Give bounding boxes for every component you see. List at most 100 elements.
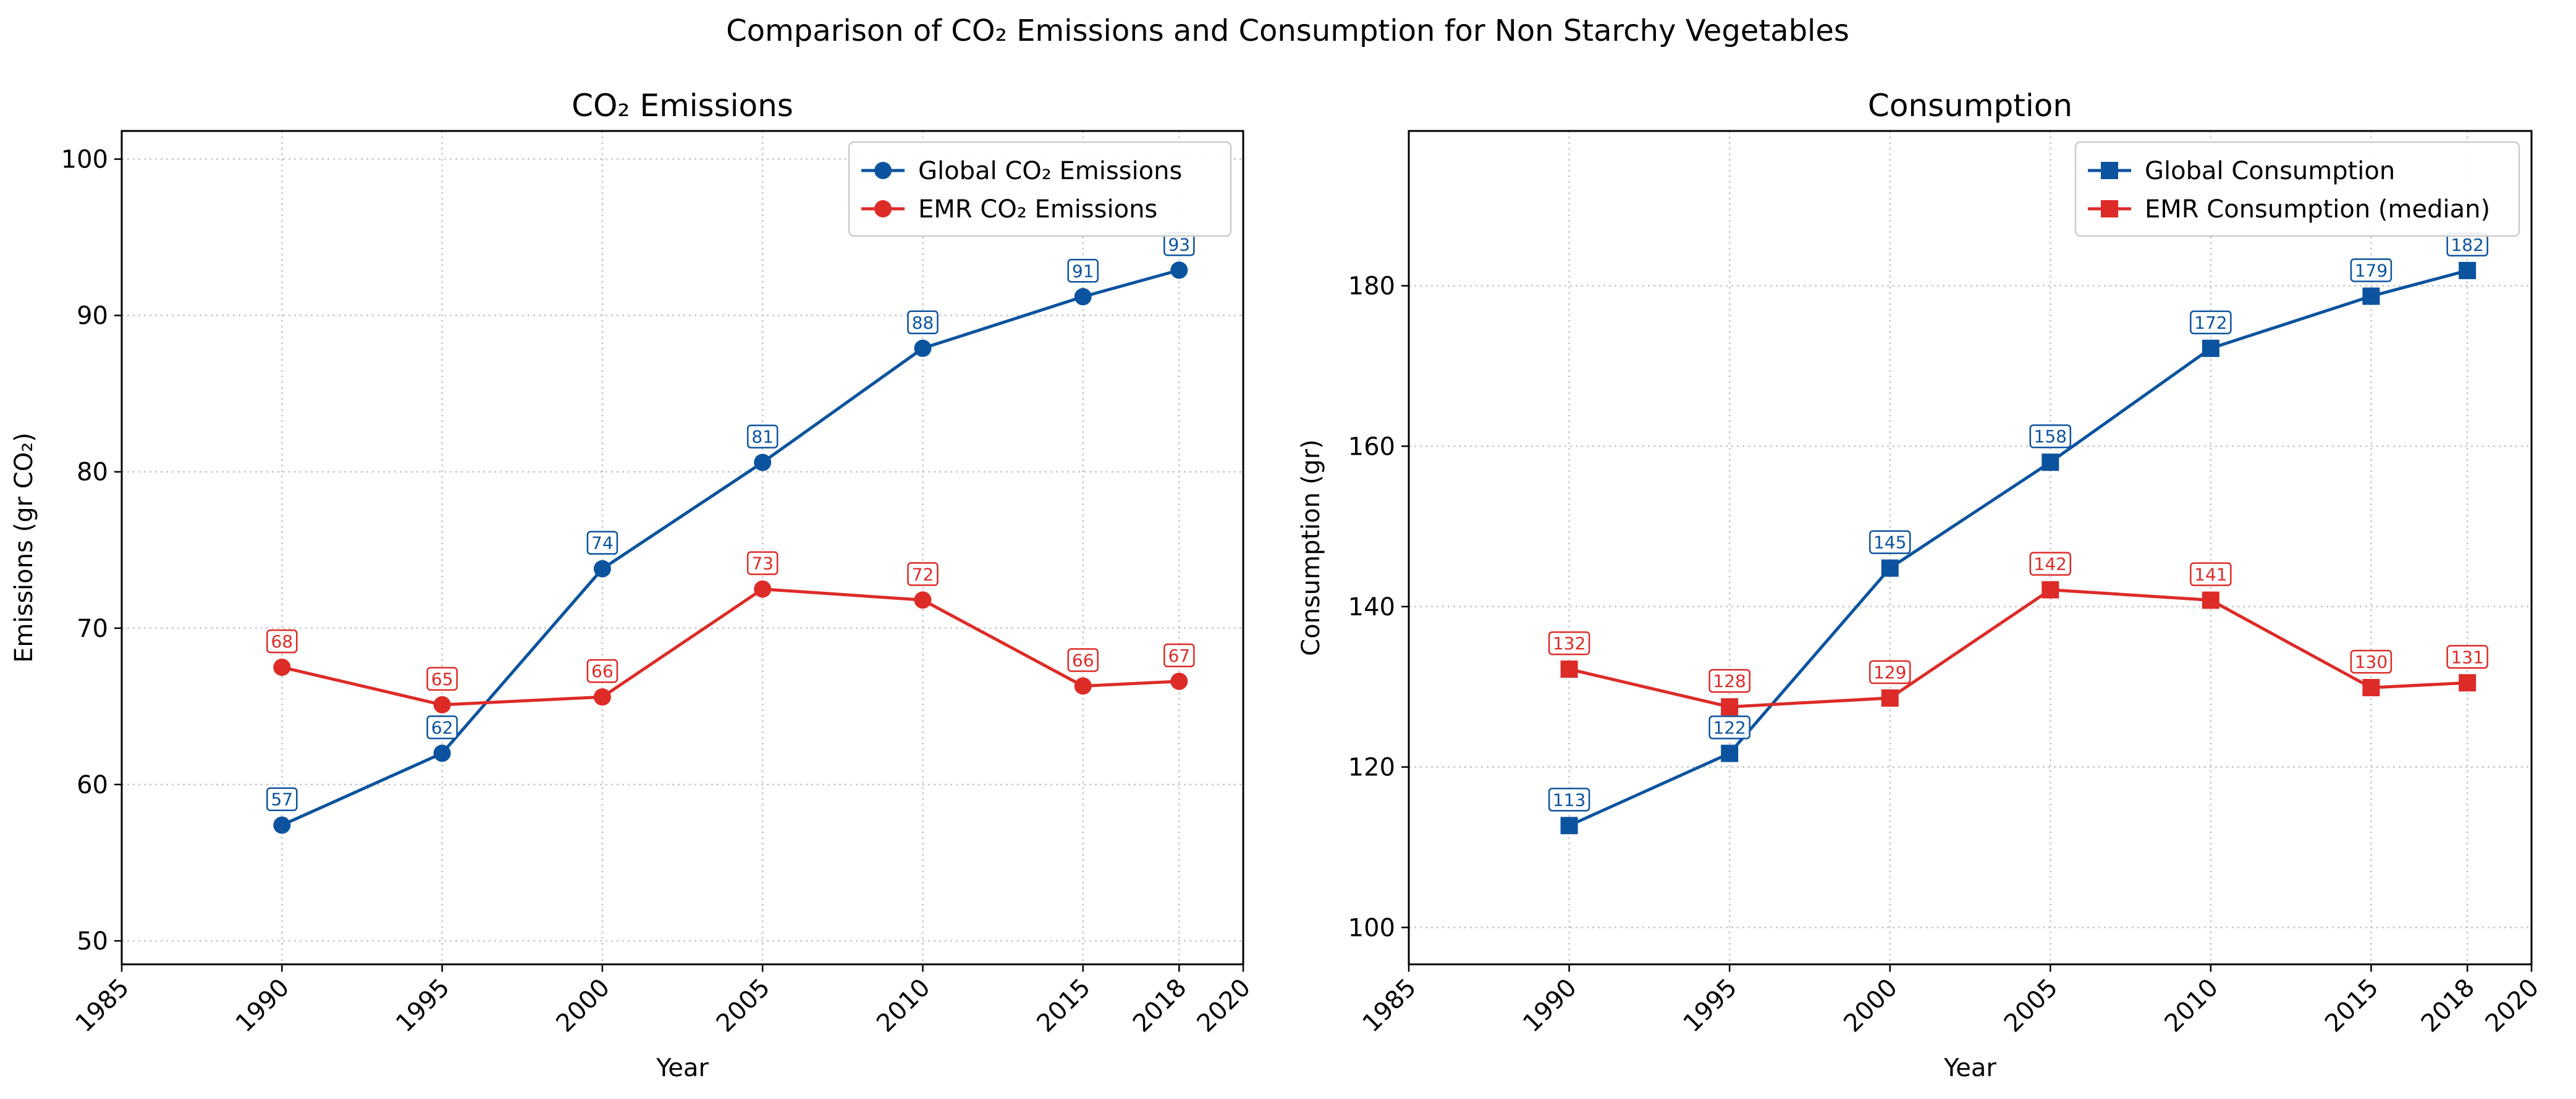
data-label: 113 — [1553, 790, 1586, 810]
x-tick-label: 2020 — [2480, 974, 2545, 1038]
x-tick-label: 2000 — [551, 974, 615, 1038]
data-point — [2202, 591, 2219, 609]
data-point — [1074, 677, 1092, 695]
data-point — [754, 453, 772, 471]
data-label-box — [2446, 645, 2488, 669]
data-label: 74 — [591, 533, 614, 554]
data-label: 129 — [1873, 662, 1906, 683]
data-label-box — [426, 715, 458, 739]
data-label: 142 — [2034, 554, 2067, 575]
data-label: 132 — [1553, 633, 1586, 654]
data-label-box — [1548, 788, 1590, 812]
y-tick-label: 160 — [1348, 432, 1395, 461]
data-label-box — [746, 551, 779, 575]
series-line — [281, 268, 1180, 827]
data-point — [593, 688, 611, 706]
data-label-box — [2190, 562, 2232, 586]
data-point — [2459, 261, 2477, 279]
legend-label: EMR Consumption (median) — [2145, 195, 2490, 224]
data-point — [433, 696, 451, 714]
data-label-box — [2029, 424, 2072, 448]
axes-frame — [1408, 130, 2533, 966]
emissions-panel: 57 62 74 81 88 91 93 68 65 66 73 72 66 67 1985 1990 1995… — [10, 88, 1256, 1082]
legend: Global Consumption EMR Consumption (media… — [2074, 141, 2520, 237]
data-label: 141 — [2194, 565, 2227, 585]
data-point — [2202, 339, 2219, 357]
y-tick-label: 80 — [77, 458, 108, 487]
legend-item: EMR Consumption (median) — [2088, 195, 2490, 224]
series-line — [1568, 269, 2468, 827]
data-label-box — [266, 629, 298, 654]
legend-label: Global Consumption — [2145, 157, 2395, 185]
data-point — [2042, 453, 2059, 471]
data-label: 172 — [2194, 313, 2227, 333]
data-label-box — [1869, 660, 1911, 684]
data-label: 131 — [2451, 647, 2483, 667]
legend: Global CO₂ Emissions EMR CO₂ Emissions — [848, 141, 1232, 237]
data-label: 65 — [431, 669, 454, 689]
data-label: 73 — [751, 554, 774, 574]
data-point — [2042, 581, 2059, 599]
x-tick-label: 1985 — [70, 974, 135, 1038]
grid — [120, 131, 1244, 964]
data-label: 57 — [271, 790, 293, 810]
data-label: 93 — [1168, 234, 1190, 255]
data-label-box — [1869, 530, 1911, 554]
data-label-box — [1067, 259, 1099, 283]
series-line — [281, 587, 1180, 707]
series-1 — [273, 580, 1188, 714]
data-point — [593, 560, 611, 578]
x-axis-label: Year — [1943, 1054, 1996, 1082]
data-point — [1074, 288, 1092, 306]
legend-marker — [2101, 200, 2118, 217]
data-label: 88 — [912, 313, 934, 333]
data-label-box — [586, 659, 619, 683]
data-label-box — [1708, 715, 1750, 739]
data-point — [1881, 689, 1899, 707]
data-label: 66 — [1072, 650, 1094, 670]
legend-frame — [848, 141, 1232, 237]
y-axis-label: Emissions (gr CO₂) — [10, 432, 38, 663]
data-point — [2459, 674, 2477, 692]
data-label-box — [2350, 649, 2392, 674]
grid — [1408, 131, 2533, 964]
data-label: 66 — [591, 661, 614, 681]
data-label: 81 — [751, 427, 774, 447]
x-axis: 1985 1990 1995 2000 2005 2010 2015 2018 2020 — [1358, 964, 2545, 1038]
data-point — [754, 580, 772, 598]
x-tick-label: 2010 — [871, 974, 936, 1038]
data-label-box — [266, 787, 298, 811]
y-tick-label: 100 — [1348, 914, 1395, 942]
data-point — [1721, 698, 1739, 716]
y-axis-label: Consumption (gr) — [1297, 439, 1325, 656]
data-label: 62 — [431, 717, 454, 738]
data-point — [273, 816, 291, 834]
x-tick-label: 2005 — [711, 974, 776, 1038]
legend-item: Global Consumption — [2088, 157, 2395, 185]
series-0 — [273, 261, 1188, 834]
data-label-box — [746, 424, 779, 448]
x-tick-label: 1990 — [1518, 974, 1582, 1038]
data-label: 91 — [1072, 261, 1094, 281]
x-tick-label: 2020 — [1192, 974, 1257, 1038]
data-label-box — [426, 667, 458, 691]
data-label-box — [1163, 643, 1195, 668]
data-point — [1721, 744, 1739, 762]
data-point — [1170, 672, 1188, 690]
y-tick-label: 70 — [77, 615, 108, 643]
data-labels-1: 132 128 129 142 141 130 131 — [1548, 552, 2488, 693]
y-tick-label: 90 — [77, 302, 108, 331]
data-point — [1560, 660, 1578, 678]
data-label: 179 — [2355, 260, 2388, 280]
data-labels-0: 113 122 145 158 172 179 182 — [1548, 232, 2488, 812]
x-tick-label: 1995 — [391, 974, 455, 1038]
data-label-box — [2350, 258, 2392, 282]
data-point — [2362, 679, 2380, 697]
data-point — [433, 744, 451, 762]
data-labels-0: 57 62 74 81 88 91 93 — [266, 232, 1195, 811]
data-label: 128 — [1713, 671, 1746, 691]
data-point — [1881, 559, 1899, 577]
data-label-box — [1548, 631, 1590, 655]
y-tick-label: 100 — [61, 146, 108, 174]
